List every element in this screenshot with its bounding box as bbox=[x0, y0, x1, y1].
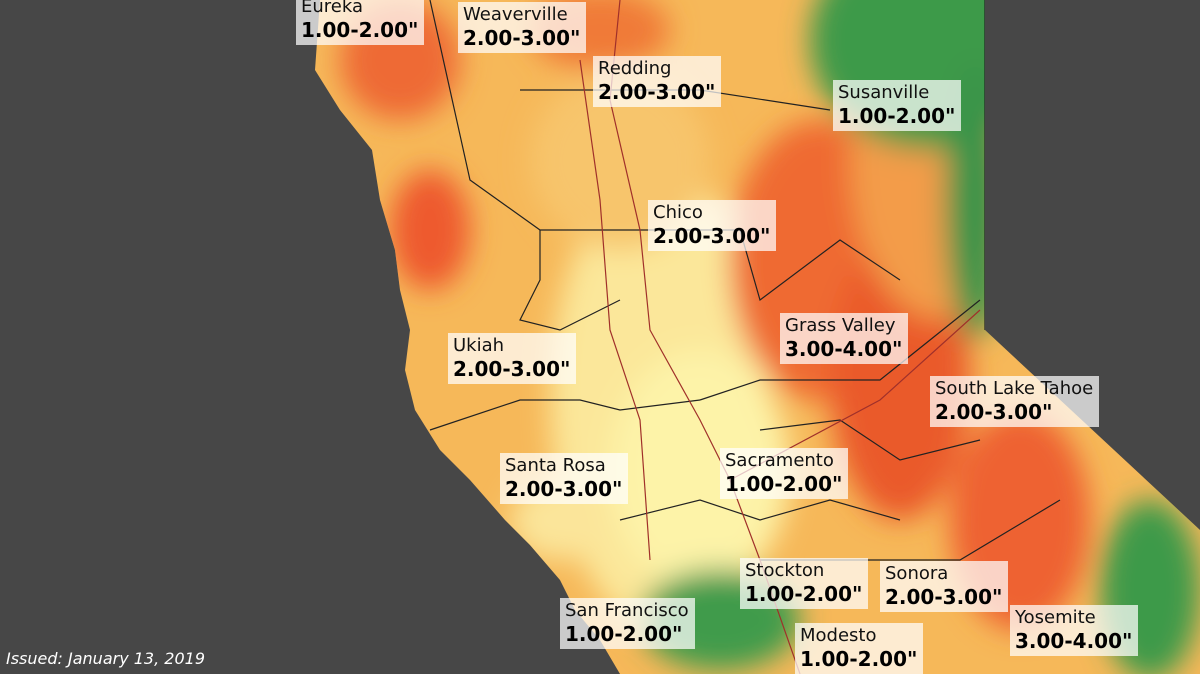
rainfall-range: 2.00-3.00" bbox=[463, 26, 581, 50]
city-name: Modesto bbox=[800, 625, 877, 646]
city-name: San Francisco bbox=[565, 600, 689, 621]
city-name: Weaverville bbox=[463, 4, 568, 25]
city-name: Chico bbox=[653, 202, 703, 223]
city-label: Weaverville 2.00-3.00" bbox=[458, 2, 587, 53]
city-label: Ukiah 2.00-3.00" bbox=[448, 333, 577, 384]
rainfall-range: 1.00-2.00" bbox=[565, 622, 683, 646]
rainfall-range: 2.00-3.00" bbox=[935, 400, 1053, 424]
rainfall-range: 2.00-3.00" bbox=[885, 585, 1003, 609]
city-name: Santa Rosa bbox=[505, 455, 606, 476]
city-name: South Lake Tahoe bbox=[935, 378, 1094, 399]
city-label: Sacramento 1.00-2.00" bbox=[720, 448, 849, 499]
rainfall-range: 2.00-3.00" bbox=[598, 80, 716, 104]
city-name: Grass Valley bbox=[785, 315, 896, 336]
city-label: Modesto 1.00-2.00" bbox=[795, 623, 924, 674]
rainfall-range: 1.00-2.00" bbox=[800, 647, 918, 671]
city-label: Santa Rosa 2.00-3.00" bbox=[500, 453, 629, 504]
rainfall-range: 2.00-3.00" bbox=[653, 224, 771, 248]
rainfall-range: 1.00-2.00" bbox=[745, 582, 863, 606]
city-name: Ukiah bbox=[453, 335, 505, 356]
issued-date: Issued: January 13, 2019 bbox=[6, 649, 205, 668]
rainfall-range: 2.00-3.00" bbox=[505, 477, 623, 501]
city-name: Eureka bbox=[301, 0, 363, 17]
city-name: Sonora bbox=[885, 563, 949, 584]
city-label: Susanville 1.00-2.00" bbox=[833, 80, 962, 131]
city-label: Stockton 1.00-2.00" bbox=[740, 558, 869, 609]
city-label: Chico 2.00-3.00" bbox=[648, 200, 777, 251]
city-name: Sacramento bbox=[725, 450, 834, 471]
city-label: Eureka 1.00-2.00" bbox=[296, 0, 425, 45]
city-label: South Lake Tahoe 2.00-3.00" bbox=[930, 376, 1100, 427]
city-name: Susanville bbox=[838, 82, 930, 103]
rainfall-range: 3.00-4.00" bbox=[785, 337, 903, 361]
rainfall-range: 1.00-2.00" bbox=[301, 18, 419, 42]
rainfall-range: 1.00-2.00" bbox=[838, 104, 956, 128]
city-label: San Francisco 1.00-2.00" bbox=[560, 598, 695, 649]
city-label: Grass Valley 3.00-4.00" bbox=[780, 313, 909, 364]
city-name: Redding bbox=[598, 58, 672, 79]
city-name: Yosemite bbox=[1015, 607, 1096, 628]
city-label: Yosemite 3.00-4.00" bbox=[1010, 605, 1139, 656]
rainfall-range: 2.00-3.00" bbox=[453, 357, 571, 381]
rainfall-range: 1.00-2.00" bbox=[725, 472, 843, 496]
city-label: Redding 2.00-3.00" bbox=[593, 56, 722, 107]
rainfall-range: 3.00-4.00" bbox=[1015, 629, 1133, 653]
city-name: Stockton bbox=[745, 560, 825, 581]
city-label: Sonora 2.00-3.00" bbox=[880, 561, 1009, 612]
